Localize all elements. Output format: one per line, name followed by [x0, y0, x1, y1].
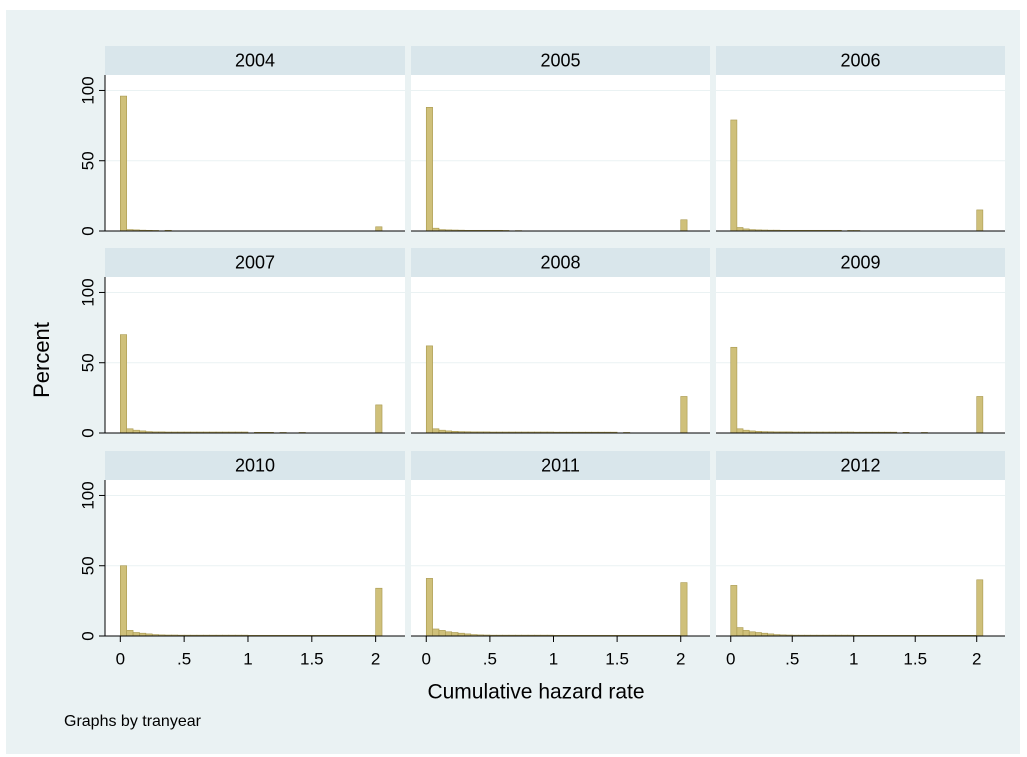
bar — [736, 227, 744, 232]
plot-area — [716, 277, 1005, 433]
panel-header — [716, 248, 1005, 277]
panel-title: 2012 — [840, 455, 880, 475]
panel-title: 2005 — [540, 50, 580, 70]
panel-header — [105, 451, 405, 480]
x-tick-label: 2 — [676, 649, 685, 668]
plot-area — [105, 75, 405, 231]
x-tick-label: 1.5 — [605, 649, 629, 668]
y-tick-label: 0 — [78, 226, 97, 235]
y-tick-label: 100 — [78, 76, 97, 104]
y-tick-label: 50 — [78, 353, 97, 372]
bar — [680, 219, 688, 232]
panel-header — [105, 46, 405, 75]
plot-area — [716, 75, 1005, 231]
plot-area — [105, 480, 405, 636]
x-tick-label: 1 — [849, 649, 858, 668]
bar — [755, 632, 762, 637]
x-tick-label: 1.5 — [300, 649, 324, 668]
panel-title: 2010 — [235, 455, 275, 475]
bar — [425, 578, 433, 637]
bar — [680, 582, 688, 637]
panel-header — [411, 248, 710, 277]
y-tick-label: 0 — [78, 428, 97, 437]
panel-header — [411, 46, 710, 75]
x-tick-label: .5 — [785, 649, 799, 668]
bar — [976, 396, 984, 434]
panel-header — [716, 46, 1005, 75]
note: Graphs by tranyear — [64, 713, 202, 730]
bar — [375, 404, 383, 434]
bar — [126, 630, 134, 637]
panel-title: 2006 — [840, 50, 880, 70]
bar — [120, 565, 128, 637]
bar — [976, 579, 984, 637]
x-tick-label: 1 — [243, 649, 252, 668]
panel-title: 2008 — [540, 252, 580, 272]
x-axis-label: Cumulative hazard rate — [427, 681, 644, 704]
bar — [375, 587, 383, 637]
y-tick-label: 100 — [78, 278, 97, 306]
panel-header — [716, 451, 1005, 480]
bar — [742, 630, 750, 637]
x-tick-label: 0 — [422, 649, 431, 668]
plot-area — [411, 480, 710, 636]
bar — [438, 630, 446, 637]
x-tick-label: 0 — [726, 649, 735, 668]
x-tick-label: .5 — [177, 649, 191, 668]
x-tick-label: 1.5 — [903, 649, 927, 668]
panel-title: 2009 — [840, 252, 880, 272]
plot-area — [716, 480, 1005, 636]
panel-header — [411, 451, 710, 480]
bar — [451, 632, 459, 637]
bar — [445, 631, 453, 637]
bar — [680, 396, 688, 434]
bar — [748, 631, 756, 637]
bar — [132, 632, 140, 637]
x-tick-label: 2 — [371, 649, 380, 668]
y-tick-label: 50 — [78, 151, 97, 170]
bar — [425, 345, 433, 434]
bar — [432, 428, 440, 434]
x-tick-label: 1 — [549, 649, 558, 668]
bar — [126, 428, 134, 434]
panel-title: 2004 — [235, 50, 275, 70]
y-axis-label: Percent — [29, 322, 54, 398]
panel-title: 2011 — [541, 455, 580, 475]
x-tick-label: 2 — [972, 649, 981, 668]
plot-area — [105, 277, 405, 433]
bar — [120, 334, 128, 434]
panel-title: 2007 — [235, 252, 275, 272]
bar — [730, 585, 738, 637]
y-tick-label: 50 — [78, 556, 97, 575]
y-tick-label: 0 — [78, 631, 97, 640]
bar — [120, 95, 128, 232]
panel-header — [105, 248, 405, 277]
x-tick-label: 0 — [116, 649, 125, 668]
bar — [730, 119, 738, 232]
y-tick-label: 100 — [78, 481, 97, 509]
plot-area — [411, 277, 710, 433]
bar — [736, 627, 744, 637]
bar — [976, 209, 984, 232]
bar — [425, 107, 433, 232]
bar — [736, 428, 744, 434]
bar — [375, 226, 383, 232]
x-tick-label: .5 — [483, 649, 497, 668]
plot-area — [411, 75, 710, 231]
bar — [730, 346, 738, 434]
bar — [432, 628, 440, 637]
